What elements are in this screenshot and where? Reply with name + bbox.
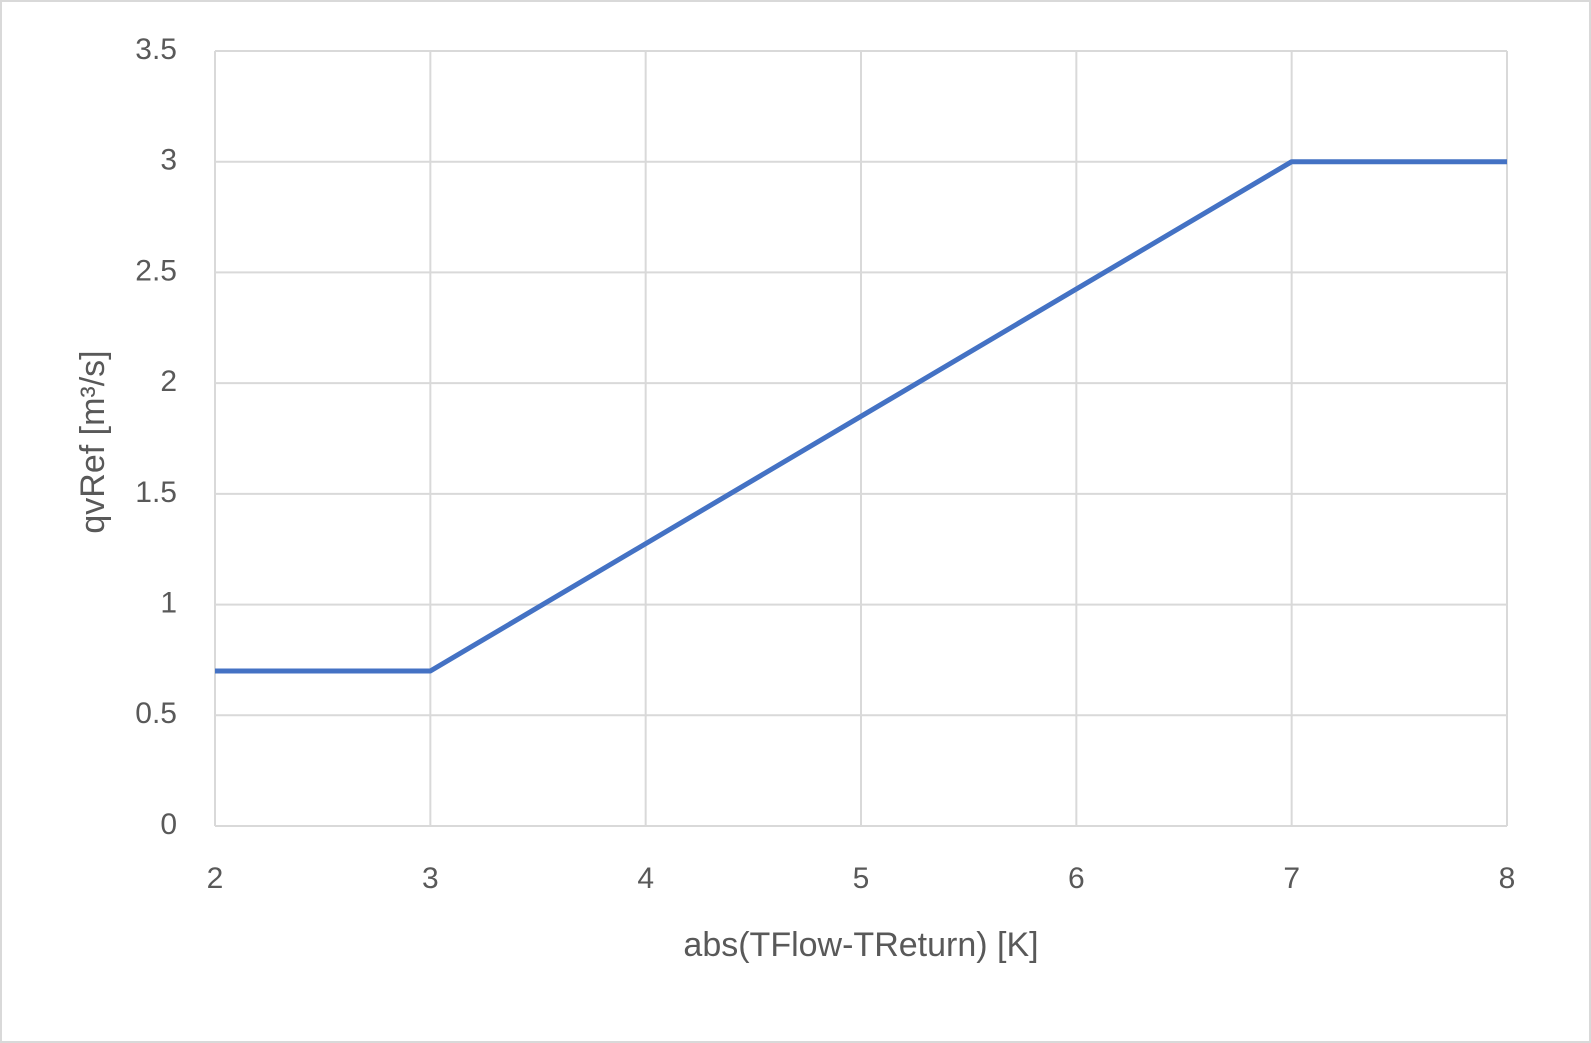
- x-tick-label: 6: [1068, 862, 1085, 895]
- y-axis-label: qvRef [m³/s]: [74, 350, 112, 533]
- y-tick-label: 0: [160, 808, 177, 841]
- data-line: [215, 159, 1507, 674]
- y-tick-label: 2: [160, 365, 177, 398]
- x-axis-label: abs(TFlow-TReturn) [K]: [683, 926, 1038, 964]
- x-tick-label: 3: [422, 862, 439, 895]
- y-tick-label: 1.5: [135, 476, 177, 509]
- y-tick-label: 3: [160, 144, 177, 177]
- x-tick-label: 2: [207, 862, 224, 895]
- x-tick-label: 8: [1499, 862, 1516, 895]
- y-tick-label: 1: [160, 586, 177, 619]
- x-tick-label: 4: [637, 862, 654, 895]
- x-tick-label: 7: [1283, 862, 1300, 895]
- y-tick-label: 0.5: [135, 697, 177, 730]
- y-tick-label: 2.5: [135, 254, 177, 287]
- y-tick-label: 3.5: [135, 33, 177, 66]
- x-tick-label: 5: [853, 862, 870, 895]
